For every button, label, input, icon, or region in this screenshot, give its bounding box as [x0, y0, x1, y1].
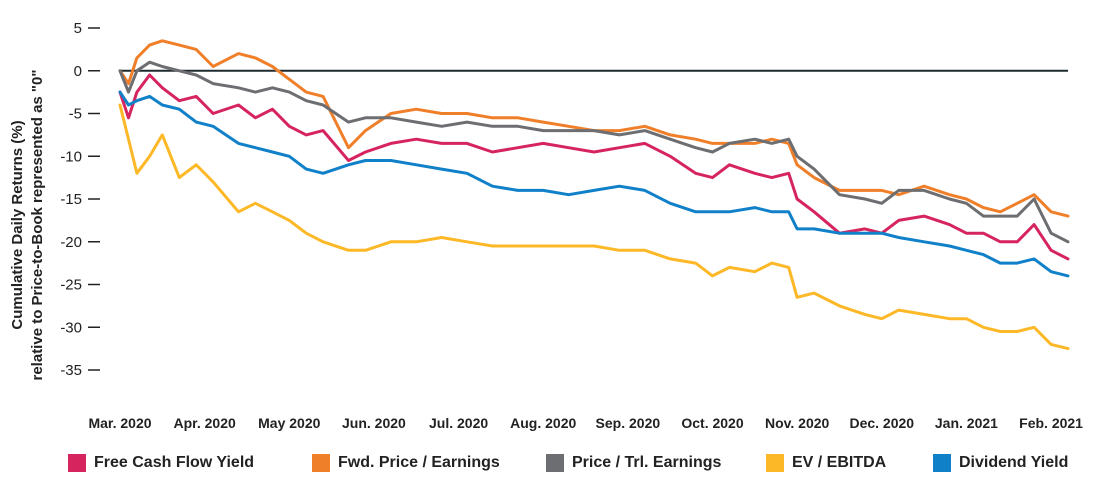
- y-axis-label-line2: relative to Price-to-Book represented as…: [29, 70, 46, 381]
- legend-swatch-trl-pe: [546, 454, 564, 472]
- series-line-price-trl-earnings: [118, 60, 1070, 244]
- y-tick-label: -25: [60, 277, 82, 294]
- x-tick-label: Dec. 2020: [849, 415, 914, 431]
- legend-item-fcf: Free Cash Flow Yield: [68, 450, 254, 476]
- y-axis-ticks: 5 0 -5 -10 -15 -20 -25 -30 -35: [60, 20, 100, 379]
- line-chart: 5 0 -5 -10 -15 -20 -25 -30 -35 Mar. 2020 Apr. 202…: [9, 20, 1083, 431]
- x-tick-label: Feb. 2021: [1019, 415, 1083, 431]
- legend: Free Cash Flow Yield Fwd. Price / Earnin…: [0, 450, 1100, 480]
- x-tick-label: Jan. 2021: [935, 415, 998, 431]
- legend-label-fcf: Free Cash Flow Yield: [94, 454, 255, 471]
- series-lines: [118, 39, 1070, 351]
- y-axis-label-line1: Cumulative Daily Returns (%): [9, 120, 26, 329]
- legend-swatch-dividend: [933, 454, 951, 472]
- series-line-ev-ebitda: [118, 103, 1070, 351]
- x-tick-label: Apr. 2020: [174, 415, 236, 431]
- legend-item-fwd-pe: Fwd. Price / Earnings: [312, 450, 500, 476]
- legend-label-fwd-pe: Fwd. Price / Earnings: [338, 454, 500, 471]
- y-tick-label: -35: [60, 362, 82, 379]
- x-tick-label: Mar. 2020: [88, 415, 151, 431]
- legend-label-trl-pe: Price / Trl. Earnings: [572, 454, 722, 471]
- legend-swatch-ev-ebitda: [766, 454, 784, 472]
- y-tick-label: -10: [60, 148, 82, 165]
- legend-label-ev-ebitda: EV / EBITDA: [792, 454, 887, 471]
- legend-label-dividend: Dividend Yield: [959, 454, 1069, 471]
- y-tick-label: -15: [60, 191, 82, 208]
- y-tick-label: -20: [60, 234, 82, 251]
- y-tick-label: 5: [74, 20, 82, 37]
- legend-swatch-fcf: [68, 454, 86, 472]
- x-tick-label: Jun. 2020: [342, 415, 406, 431]
- legend-item-ev-ebitda: EV / EBITDA: [766, 450, 886, 476]
- x-tick-label: Oct. 2020: [681, 415, 743, 431]
- x-tick-label: Nov. 2020: [765, 415, 830, 431]
- series-line-dividend-yield: [118, 90, 1070, 278]
- x-tick-label: Jul. 2020: [429, 415, 488, 431]
- x-tick-label: May 2020: [258, 415, 320, 431]
- legend-item-trl-pe: Price / Trl. Earnings: [546, 450, 721, 476]
- legend-item-dividend: Dividend Yield: [933, 450, 1068, 476]
- legend-swatch-fwd-pe: [312, 454, 330, 472]
- x-tick-label: Sep. 2020: [596, 415, 661, 431]
- x-axis-ticks: Mar. 2020 Apr. 2020 May 2020 Jun. 2020 Jul. …: [88, 415, 1083, 431]
- y-tick-label: -30: [60, 319, 82, 336]
- y-tick-label: -5: [69, 106, 82, 123]
- y-tick-label: 0: [74, 63, 82, 80]
- x-tick-label: Aug. 2020: [510, 415, 576, 431]
- series-line-free-cash-flow-yield: [118, 73, 1070, 261]
